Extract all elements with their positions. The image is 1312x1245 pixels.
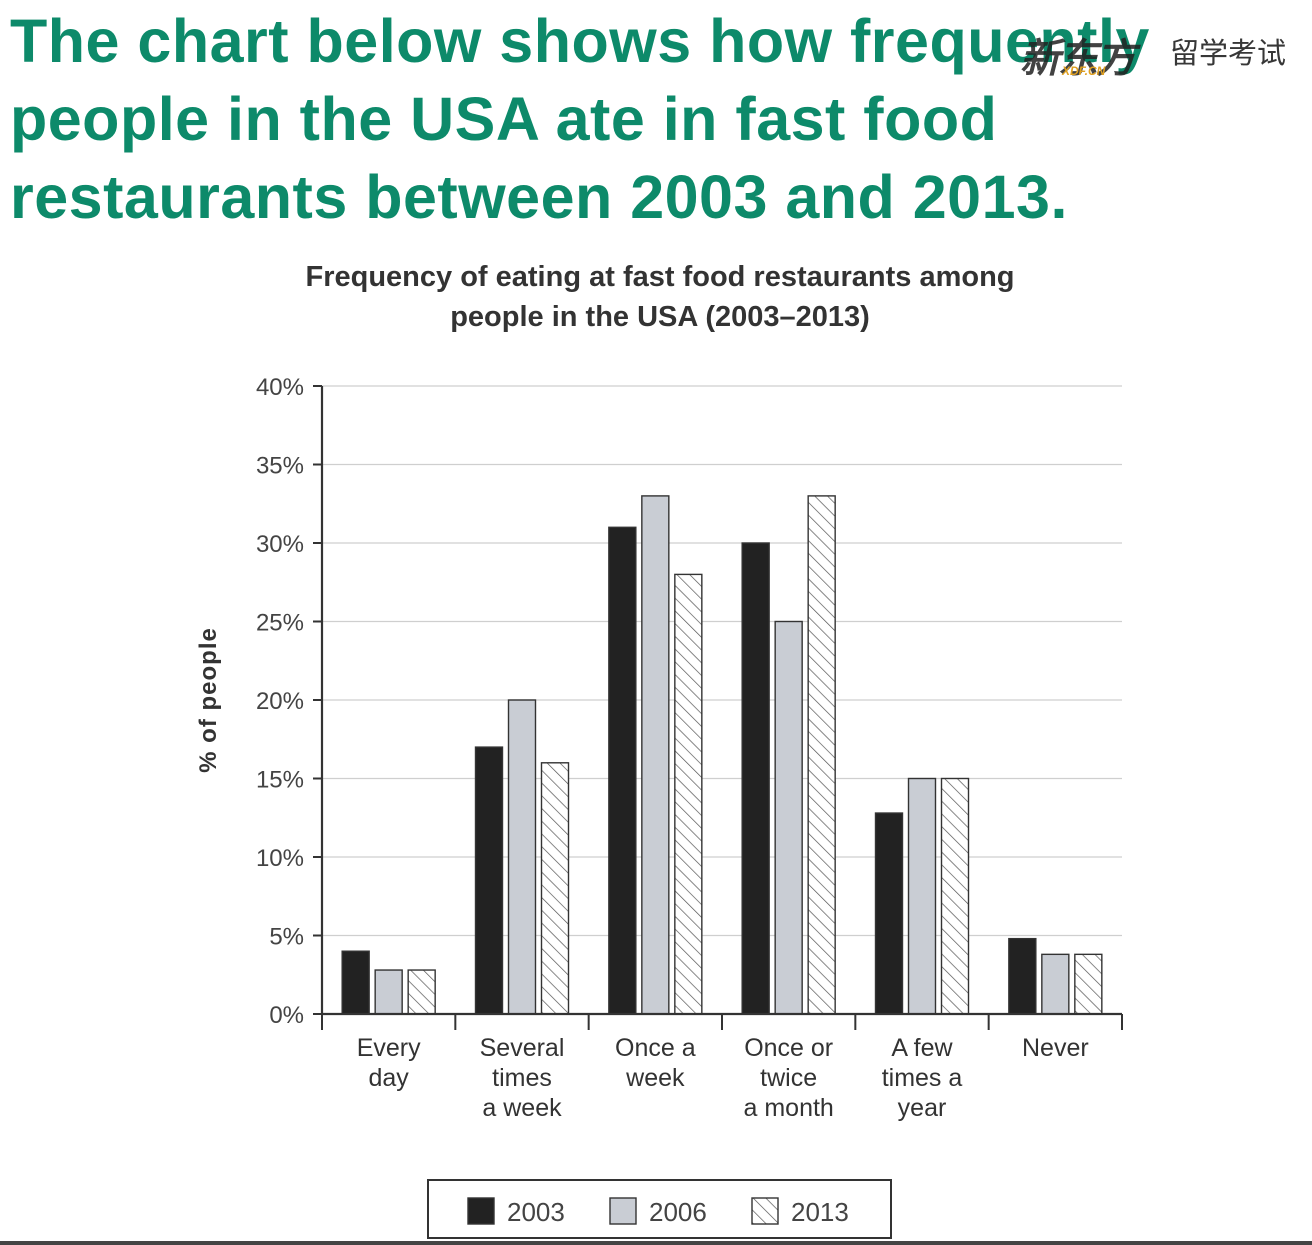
xdf-watermark-logo: 新东方 XDF.CN 留学考试 [1020,26,1305,86]
bottom-divider [0,1241,1312,1245]
legend-label: 2006 [649,1197,707,1227]
y-axis-label: % of people [195,627,222,773]
bar-2006 [907,777,937,1015]
bar-2003 [874,812,904,1015]
watermark-domain-text: XDF.CN [1062,64,1106,78]
x-category-label: Once a week [615,1034,696,1092]
bars [341,495,1103,1015]
legend: 2003 2006 2013 [427,1179,892,1239]
y-tick-label: 5% [269,924,304,951]
y-tick-label: 40% [256,374,304,401]
x-category-label: Once or twice a month [743,1034,833,1122]
bar-2006 [507,699,537,1015]
chart-title: Frequency of eating at fast food restaur… [160,257,1160,337]
bar-2003 [474,746,504,1015]
y-tick-label: 35% [256,453,304,480]
bar-2003 [1008,937,1037,1015]
axes [320,386,1123,1030]
legend-swatch-2006 [609,1197,637,1225]
y-tick-label: 10% [256,845,304,872]
x-category-labels: Every day Several times a week Once a week Once… [357,1034,1089,1122]
x-category-label: Never [1022,1034,1089,1062]
bar-2013 [940,777,970,1015]
heading-line: The chart below shows how frequently [10,7,1150,75]
legend-box [427,1179,892,1239]
bar-2013 [807,495,836,1015]
bar-2003 [741,542,770,1015]
bar-2006 [641,495,670,1015]
bar-2006 [374,969,403,1015]
y-tick-label: 0% [269,1002,304,1029]
x-category-label: A few times a year [882,1034,963,1122]
heading-line: restaurants between 2003 and 2013. [10,163,1068,231]
bar-2006 [1041,953,1070,1015]
chart-title-line: Frequency of eating at fast food restaur… [305,261,1015,293]
bar-2006 [774,620,803,1015]
bar-2003 [608,526,637,1015]
bar-2013 [407,969,436,1015]
y-tick-labels: 0% 5% 10% 15% 20% 25% 30% 35% 40% [256,374,322,1029]
heading-line: people in the USA ate in fast food [10,85,998,153]
watermark-service-text: 留学考试 [1170,36,1287,70]
bar-2003 [341,950,370,1015]
legend-label: 2013 [791,1197,849,1227]
bar-2013 [674,573,703,1015]
y-tick-label: 20% [256,688,304,715]
y-tick-label: 25% [256,610,304,637]
legend-swatch-2013 [751,1197,779,1225]
bar-2013 [1074,953,1103,1015]
x-category-label: Every day [357,1034,421,1092]
page-heading: The chart below shows how frequently peo… [10,2,1210,236]
y-tick-label: 30% [256,531,304,558]
y-tick-label: 15% [256,767,304,794]
chart-title-line: people in the USA (2003–2013) [450,301,870,333]
bar-2013 [540,762,570,1015]
gridlines [322,385,1122,937]
x-category-label: Several times a week [480,1034,565,1122]
watermark-logo-text: 新东方 [1020,37,1136,81]
legend-label: 2003 [507,1197,565,1227]
legend-swatch-2003 [467,1197,495,1225]
